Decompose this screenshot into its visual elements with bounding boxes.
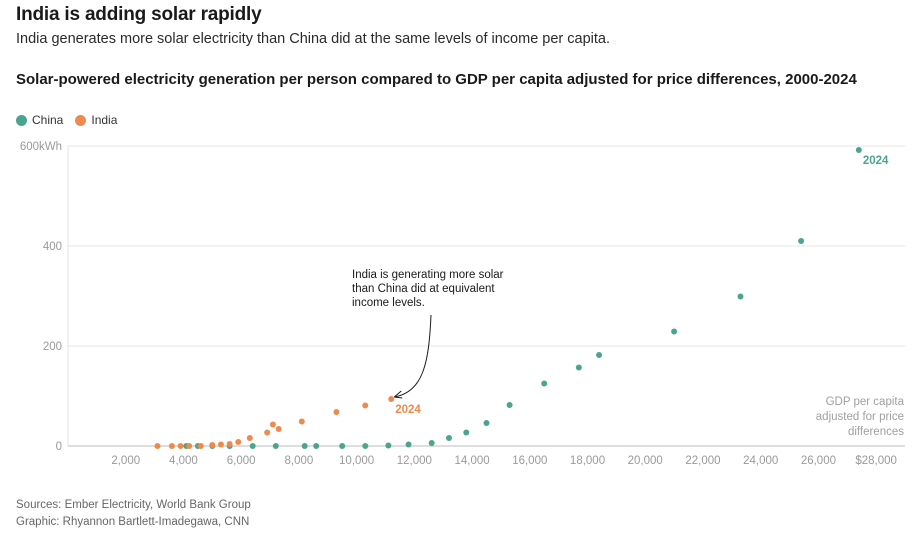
x-tick-label: 26,000: [801, 455, 836, 467]
x-axis-title: GDP per capita adjusted for price differen…: [816, 396, 905, 438]
headline: India is adding solar rapidly: [16, 4, 262, 25]
legend-label-china: China: [32, 113, 64, 127]
india-point: [388, 396, 395, 402]
china-point: [445, 435, 452, 441]
india-point: [298, 418, 305, 425]
x-tick-label: 4,000: [169, 455, 198, 467]
india-point: [186, 443, 193, 449]
china-point: [339, 443, 346, 449]
china-point: [428, 440, 435, 446]
india-point: [246, 435, 253, 441]
china-point: [541, 380, 548, 387]
x-tick-label: 2,000: [111, 455, 140, 467]
india-point: [275, 426, 282, 432]
china-point: [463, 429, 470, 436]
china-point: [385, 442, 392, 449]
x-tick-label: 20,000: [628, 455, 663, 467]
x-axis-title-line: adjusted for price: [816, 411, 904, 423]
x-tick-label: 6,000: [227, 455, 256, 467]
arrowhead-icon: [393, 390, 403, 399]
y-tick-label: 0: [56, 441, 62, 453]
china-point: [575, 364, 582, 371]
china-point: [737, 293, 744, 300]
legend-label-india: India: [91, 113, 118, 127]
x-axis-labels: 2,000 4,000 6,000 8,000 10,000 12,000 14,000 16…: [111, 455, 897, 467]
china-point: [405, 441, 412, 448]
india-point: [235, 439, 242, 445]
annotation-arrow: [394, 314, 432, 398]
chart-title: Solar-powered electricity generation per…: [16, 71, 857, 88]
end-labels: 2024 2024: [395, 155, 889, 416]
china-point: [313, 443, 320, 449]
india-point: [197, 443, 204, 449]
y-tick-label: 400: [43, 241, 62, 253]
china-swatch-icon: [16, 114, 27, 126]
china-point: [506, 402, 513, 408]
china-point: [362, 443, 369, 449]
china-point: [596, 352, 603, 358]
china-point: [798, 238, 805, 244]
x-tick-label: 14,000: [454, 455, 489, 467]
legend: China India: [16, 113, 117, 127]
india-point: [226, 441, 233, 447]
india-point: [333, 409, 340, 415]
india-point: [264, 429, 271, 436]
china-point: [272, 443, 279, 449]
india-swatch-icon: [75, 114, 87, 126]
india-end-label: 2024: [395, 404, 421, 416]
x-tick-label: 18,000: [570, 455, 605, 467]
x-axis-title-line: differences: [848, 426, 904, 438]
annotation: India is generating more solar than China…: [352, 269, 504, 399]
legend-item-india: India: [75, 113, 117, 127]
subhead: India generates more solar electricity t…: [16, 31, 611, 47]
india-point: [168, 443, 175, 449]
india-point: [209, 442, 216, 448]
china-point: [855, 147, 862, 153]
india-point: [154, 443, 161, 449]
x-tick-label: 22,000: [685, 455, 720, 467]
annotation-line: India is generating more solar: [352, 269, 504, 281]
gridlines: [67, 145, 905, 446]
source-credit: Sources: Ember Electricity, World Bank G…: [16, 499, 251, 511]
china-point: [671, 328, 678, 335]
china-point: [301, 443, 308, 449]
x-axis-title-text: GDP per capita adjusted for price differen…: [816, 396, 905, 438]
china-end-label: 2024: [863, 155, 889, 167]
annotation-line: than China did at equivalent: [352, 283, 495, 295]
india-point: [217, 441, 224, 448]
x-tick-label: 12,000: [397, 455, 432, 467]
china-point: [249, 443, 256, 449]
x-tick-label: $28,000: [855, 455, 897, 467]
y-tick-label: 600kWh: [20, 141, 62, 153]
annotation-text: India is generating more solar than China…: [352, 269, 504, 309]
x-axis-title-line: GDP per capita: [826, 396, 905, 408]
graphic-credit: Graphic: Rhyannon Bartlett-Imadegawa, CN…: [16, 516, 250, 528]
india-point: [177, 443, 184, 449]
india-point: [269, 421, 276, 428]
annotation-line: income levels.: [352, 297, 425, 309]
x-tick-label: 24,000: [743, 455, 778, 467]
china-point: [483, 420, 490, 426]
y-tick-label: 200: [43, 341, 62, 353]
x-tick-label: 10,000: [339, 455, 374, 467]
data-points: [154, 147, 862, 449]
legend-item-china: China: [16, 113, 63, 127]
x-tick-label: 8,000: [285, 455, 314, 467]
y-axis-labels: 0 200 400 600kWh: [20, 141, 62, 453]
india-point: [362, 402, 369, 409]
x-tick-label: 16,000: [512, 455, 547, 467]
